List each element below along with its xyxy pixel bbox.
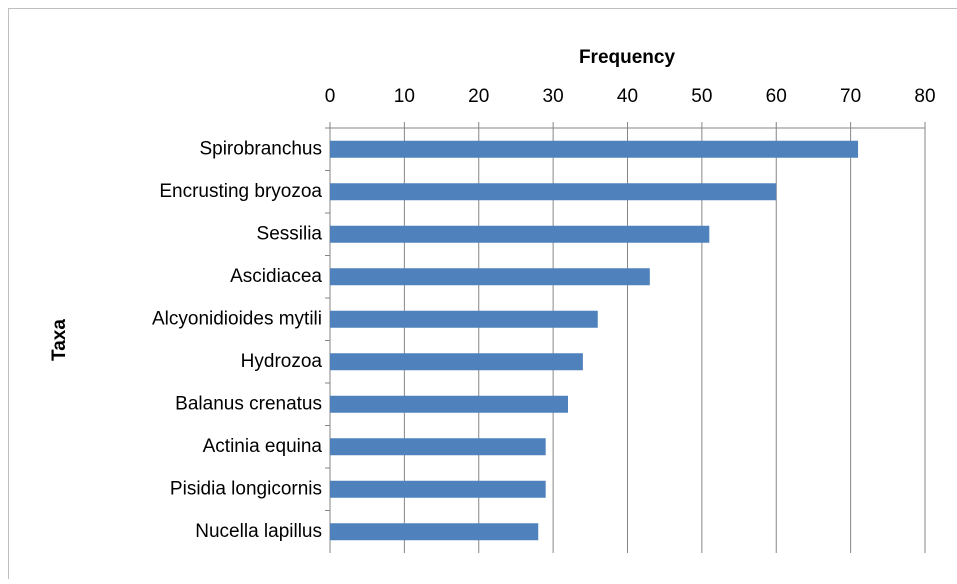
bar: [330, 396, 568, 413]
bar: [330, 141, 858, 158]
y-axis-title: Taxa: [49, 319, 70, 361]
bar: [330, 183, 776, 200]
bar: [330, 438, 546, 455]
x-tick-label: 70: [840, 86, 861, 107]
bar: [330, 353, 583, 370]
x-axis-title: Frequency: [579, 47, 676, 68]
x-tick-label: 30: [543, 86, 564, 107]
x-tick-label: 80: [914, 86, 935, 107]
x-tick-label: 20: [468, 86, 489, 107]
bar: [330, 481, 546, 498]
y-tick-label: Balanus crenatus: [175, 393, 322, 414]
y-tick-label: Sessilia: [257, 223, 323, 244]
x-tick-label: 10: [394, 86, 415, 107]
y-tick-label: Hydrozoa: [241, 351, 323, 372]
x-tick-label: 0: [325, 86, 336, 107]
bar: [330, 226, 709, 243]
y-tick-label: Spirobranchus: [199, 138, 322, 159]
bar: [330, 523, 538, 540]
y-tick-label: Encrusting bryozoa: [159, 181, 322, 202]
y-tick-label: Pisidia longicornis: [170, 478, 322, 499]
y-tick-label: Actinia equina: [203, 436, 323, 457]
bar: [330, 268, 650, 285]
x-tick-label: 60: [766, 86, 787, 107]
y-tick-label: Alcyonidioides mytili: [152, 308, 322, 329]
y-tick-label: Nucella lapillus: [195, 521, 322, 542]
x-tick-label: 50: [691, 86, 712, 107]
bar: [330, 311, 598, 328]
x-tick-label: 40: [617, 86, 638, 107]
y-tick-label: Ascidiacea: [230, 266, 322, 287]
